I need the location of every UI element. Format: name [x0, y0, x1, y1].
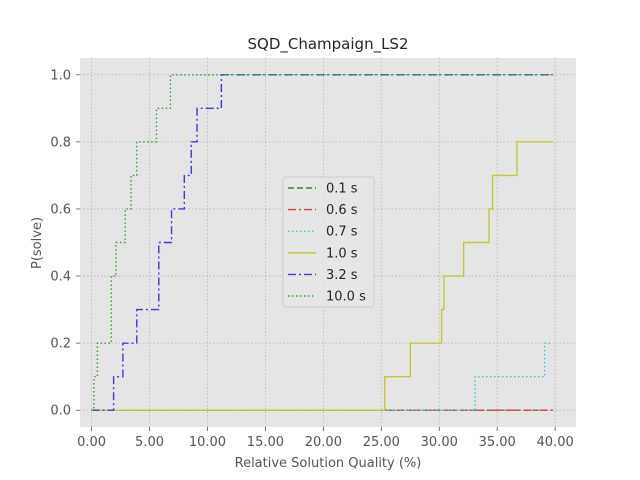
y-tick-label: 0.0: [50, 404, 71, 419]
y-axis-label: P(solve): [30, 217, 45, 269]
legend-label: 1.0 s: [326, 246, 358, 261]
legend: 0.1 s 0.6 s 0.7 s 1.0 s 3.2 s 10.0 s: [282, 176, 375, 308]
y-tick-label: 1.0: [50, 68, 71, 83]
chart-title: SQD_Champaign_LS2: [248, 35, 409, 54]
legend-label: 0.6 s: [326, 203, 358, 218]
x-ticks: 0.00 5.00 10.00 15.00 20.00 25.00 30.00 35.00 40…: [77, 427, 574, 450]
y-tick-label: 0.2: [50, 337, 71, 352]
series-line: [91, 342, 551, 411]
x-tick-label: 5.00: [135, 435, 164, 450]
y-tick-label: 0.8: [50, 135, 71, 150]
x-axis-label: Relative Solution Quality (%): [235, 456, 422, 471]
y-tick-label: 0.4: [50, 270, 71, 285]
x-tick-label: 25.00: [363, 435, 400, 450]
series-line: [91, 141, 553, 411]
x-tick-label: 10.00: [189, 435, 226, 450]
series-group: [91, 74, 553, 411]
x-tick-label: 15.00: [247, 435, 284, 450]
x-tick-label: 20.00: [305, 435, 342, 450]
legend-label: 0.7 s: [326, 225, 358, 240]
y-tick-label: 0.6: [50, 202, 71, 217]
legend-frame: [282, 176, 375, 308]
legend-label: 3.2 s: [326, 268, 358, 283]
x-tick-label: 40.00: [537, 435, 574, 450]
x-tick-label: 30.00: [421, 435, 458, 450]
legend-label: 10.0 s: [326, 290, 366, 305]
x-tick-label: 35.00: [479, 435, 516, 450]
legend-label: 0.1 s: [326, 182, 358, 197]
y-ticks: 0.0 0.2 0.4 0.6 0.8 1.0: [50, 68, 80, 419]
series-line: [91, 74, 553, 411]
x-tick-label: 0.00: [77, 435, 106, 450]
